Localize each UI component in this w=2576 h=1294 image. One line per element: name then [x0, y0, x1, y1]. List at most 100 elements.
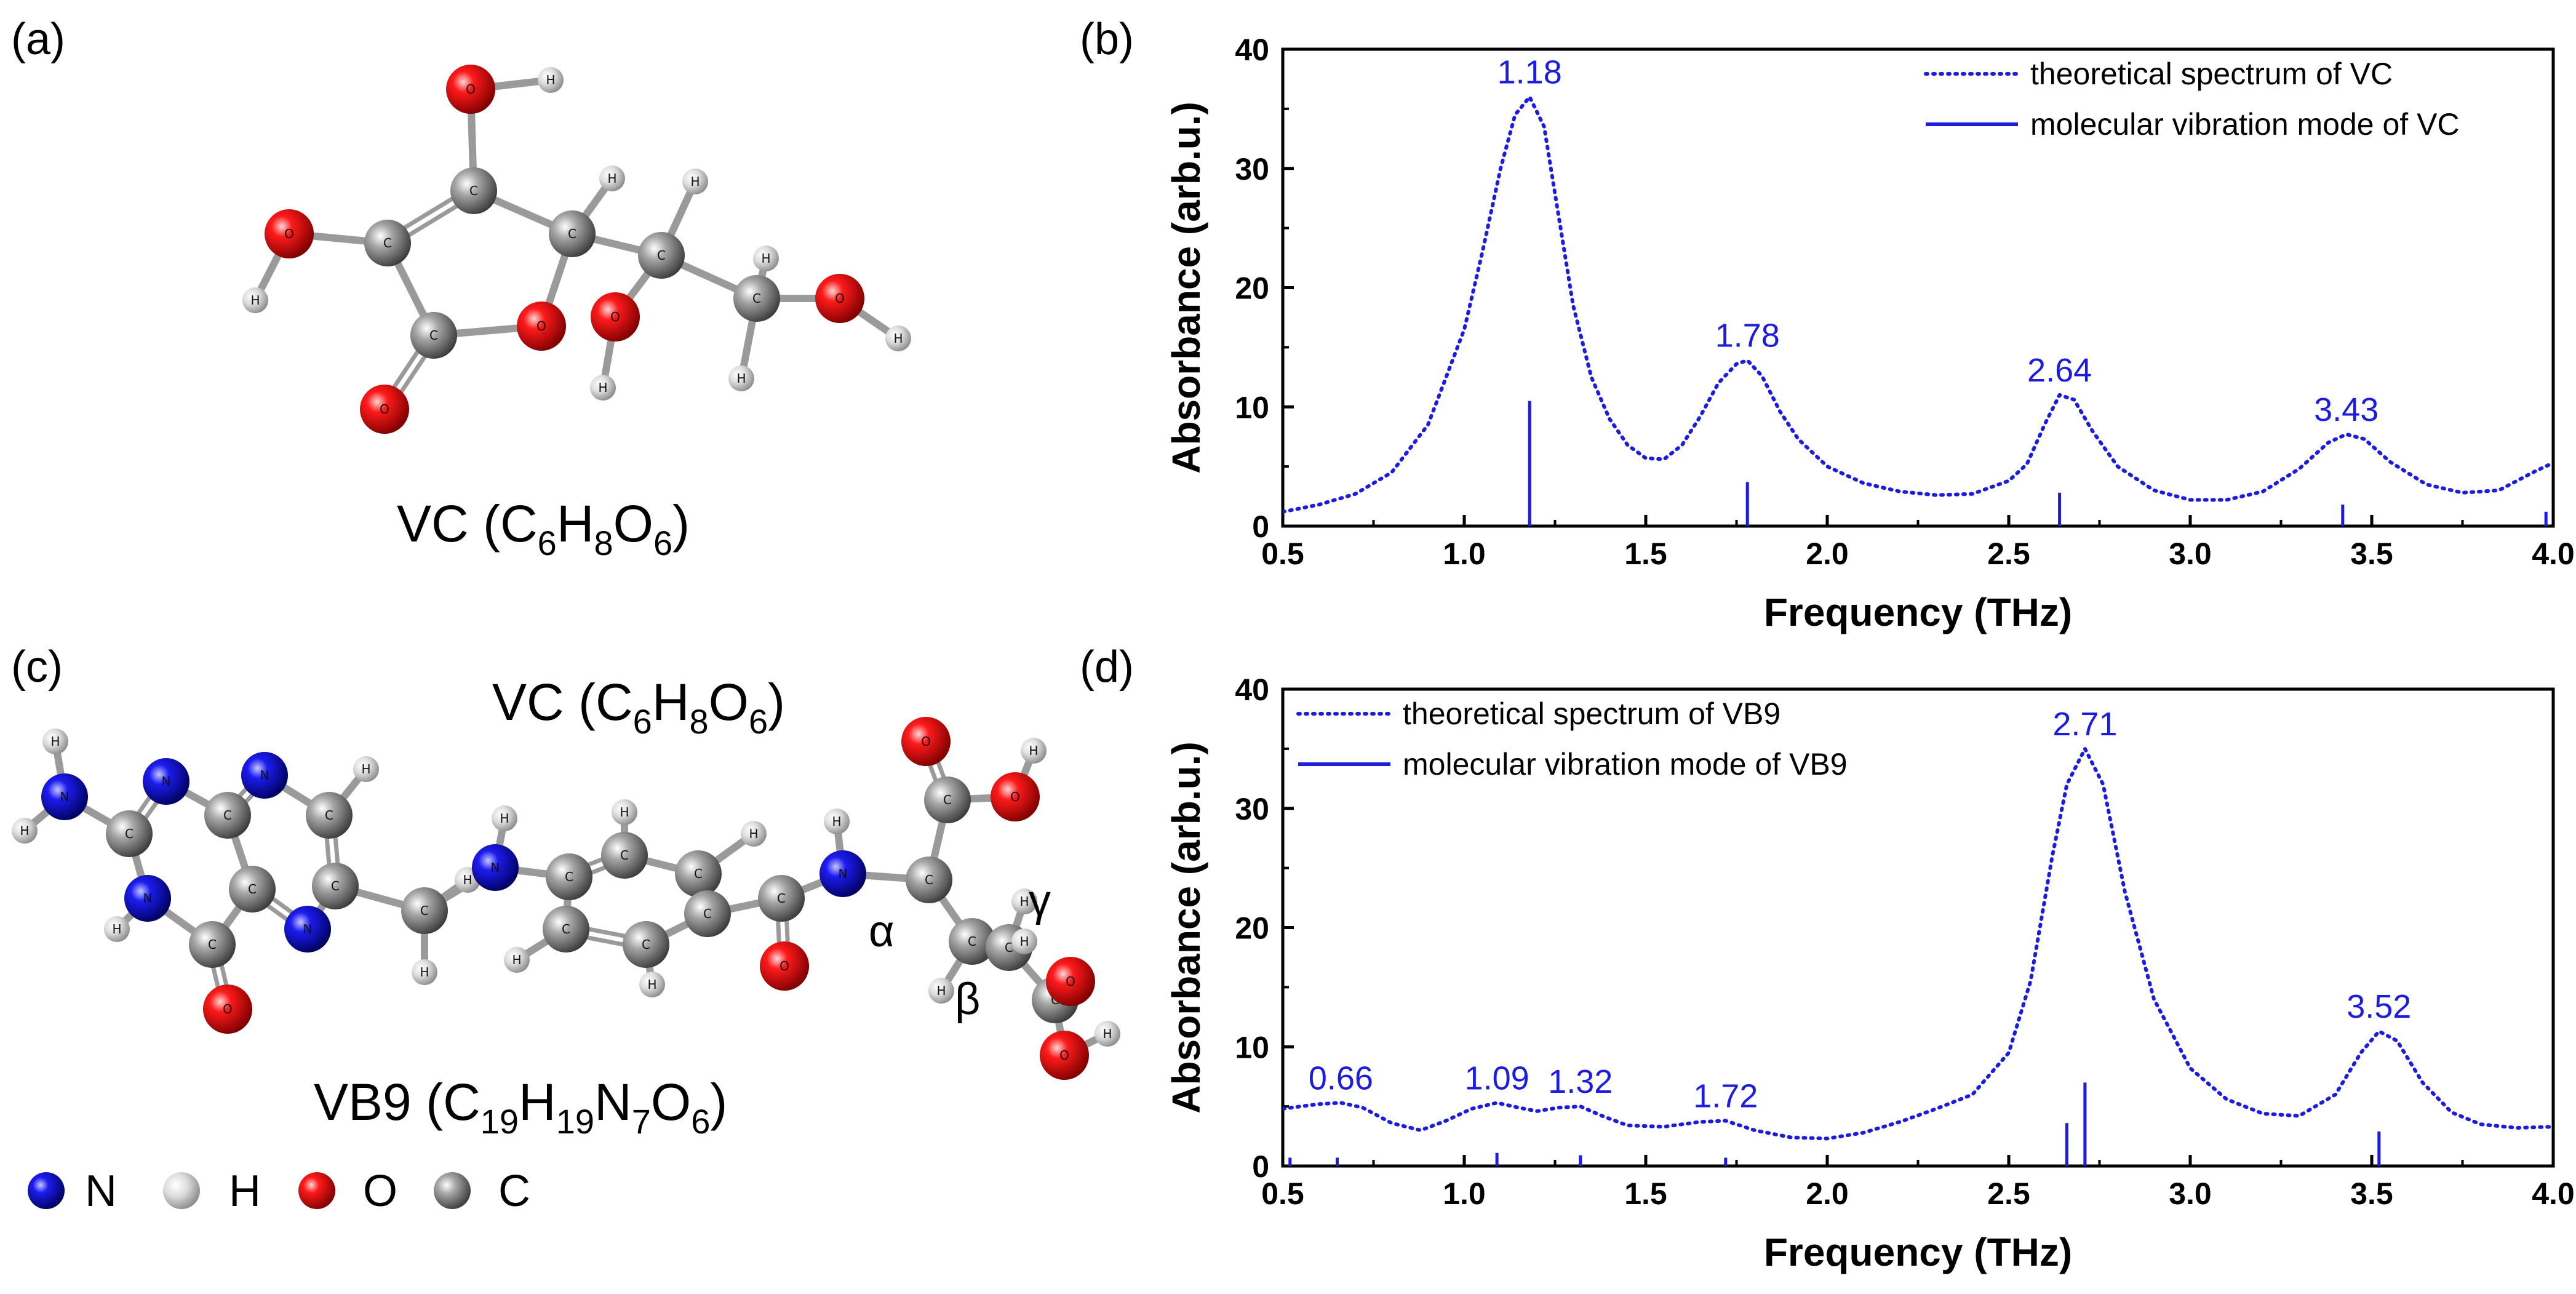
vb9-chart-theoretical-spectrum-line — [1283, 746, 2553, 1141]
panel-label-d: (d) — [1080, 642, 1134, 692]
vb9-nitrogen-atom — [284, 906, 331, 953]
vb9-atom-letter: O — [780, 959, 789, 973]
vc-atom-letter: C — [657, 248, 666, 263]
vb9-carbon-atom — [546, 853, 592, 900]
vb9-chart-x-tick-label: 3.0 — [2169, 1176, 2212, 1211]
vc-oxygen-atom — [517, 302, 566, 351]
vb9-carbon-atom — [675, 850, 722, 897]
vb9-atom-letter: C — [208, 937, 217, 952]
vb9-atom-letter: C — [223, 808, 232, 823]
vc-chart-x-axis-title: Frequency (THz) — [1764, 590, 2072, 634]
vc-chart-peak-label: 1.78 — [1715, 318, 1780, 354]
vb9-chart-peak-label: 0.66 — [1309, 1060, 1373, 1096]
vb9-spectrum-chart: 0.5 1.0 1.5 2.0 2.5 3.0 3.5 4.0 0 10 20 30 40 Frequen… — [1164, 673, 2575, 1274]
vc-atom-letter: C — [469, 183, 478, 198]
vc-chart-x-tick-label: 4.0 — [2532, 537, 2575, 571]
vb9-chart-x-tick-label: 3.5 — [2350, 1176, 2393, 1211]
vb9-nitrogen-atom — [472, 844, 519, 891]
vc-carbon-atom — [549, 210, 596, 257]
carbon-legend-label: C — [498, 1167, 530, 1216]
hydrogen-atom-swatch — [163, 1172, 200, 1209]
vc-atom-letter: H — [598, 380, 607, 395]
vc-atom-letter: C — [568, 226, 576, 241]
vc-oxygen-atom — [591, 292, 640, 341]
vc-atom-letter: H — [250, 293, 260, 308]
vb9-chart-x-tick-label: 2.5 — [1987, 1176, 2030, 1211]
vb9-atom-letter: C — [694, 866, 703, 881]
gamma-carbon-label: γ — [1029, 876, 1051, 925]
vb9-atom-letter: C — [331, 879, 340, 893]
vc-atom-letter: H — [546, 73, 555, 87]
vb9-atom-letter: H — [420, 965, 429, 980]
vb9-hydrogen-atom — [741, 821, 767, 847]
vb9-atom-letter: H — [936, 983, 946, 998]
vb9-atom-letter: H — [1019, 894, 1029, 909]
vb9-atom-letter: H — [832, 814, 841, 829]
vc-oxygen-atom — [815, 274, 864, 323]
vb9-hydrogen-atom — [639, 972, 665, 997]
vb9-atom-letter: H — [647, 977, 656, 992]
vb9-atom-letter: C — [562, 922, 570, 937]
vb9-carbon-atom — [601, 832, 648, 879]
vc-hydrogen-atom — [599, 166, 625, 191]
vb9-hydrogen-atom — [612, 799, 637, 825]
vc-atom-letter: O — [466, 82, 476, 97]
vc-chart-x-tick-label: 2.0 — [1806, 537, 1849, 571]
vc-chart-peak-label: 3.43 — [2314, 391, 2379, 428]
panel-label-a: (a) — [11, 15, 65, 64]
vc-chart-y-tick-label: 40 — [1235, 33, 1269, 67]
vb9-nitrogen-atom — [41, 773, 88, 820]
vb9-nitrogen-atom — [124, 875, 171, 922]
vc-carbon-atom — [450, 167, 497, 214]
vb9-atom-letter: H — [512, 953, 521, 967]
vc-hydrogen-atom — [538, 67, 564, 93]
vb9-hydrogen-atom — [1011, 889, 1037, 914]
vb9-atom-letter: C — [248, 882, 257, 897]
vb9-atom-letter: H — [1103, 1026, 1112, 1041]
atom-color-legend: N H O C — [28, 1167, 530, 1216]
vb9-atom-letter: N — [60, 789, 70, 804]
vc-atom-letter: O — [536, 319, 546, 333]
vb9-carbon-atom — [684, 890, 731, 937]
vb9-carbon-atom — [758, 875, 805, 922]
vc-chart-peak-label: 2.64 — [2027, 352, 2092, 389]
vc-carbon-atom — [364, 220, 411, 266]
hydrogen-legend-label: H — [229, 1167, 261, 1216]
vb9-atom-letter: C — [420, 903, 429, 918]
vb9-hydrogen-atom — [928, 978, 954, 1004]
oxygen-legend-label: O — [363, 1167, 397, 1216]
vb9-chart-legend-spectrum-label: theoretical spectrum of VB9 — [1403, 697, 1780, 731]
vc-hydrogen-atom — [682, 169, 708, 194]
vc-atom-letter: O — [284, 226, 294, 241]
vc-chart-y-tick-label: 20 — [1235, 271, 1269, 306]
panel-label-b: (b) — [1080, 15, 1134, 64]
vb9-oxygen-atom — [760, 941, 809, 991]
vc-atom-letter: O — [835, 291, 845, 306]
vc-oxygen-atom — [446, 65, 495, 114]
vb9-formula-caption: VB9 (C19H19N7O6) — [314, 1073, 727, 1141]
vb9-oxygen-atom — [991, 772, 1040, 821]
vb9-molecule-model: NHH CNCNCHCNCCONHCHHNHCCHCHCCHCHCONHCCOOH… — [12, 717, 1120, 1080]
vb9-carbon-atom — [623, 921, 669, 968]
vb9-atom-letter: O — [223, 1002, 233, 1016]
vb9-atom-letter: O — [1010, 789, 1020, 804]
vc-chart-y-axis-title: Absorbance (arb.u.) — [1164, 102, 1208, 474]
vc-carbon-atom — [638, 232, 685, 279]
vb9-chart-peak-label: 3.52 — [2347, 988, 2411, 1025]
vb9-atom-letter: H — [20, 823, 29, 838]
vb9-carbon-atom — [949, 918, 995, 965]
vb9-atom-letter: H — [749, 826, 758, 841]
vc-hydrogen-atom — [885, 325, 911, 351]
vb9-atom-letter: O — [921, 734, 931, 749]
vb9-hydrogen-atom — [504, 947, 530, 973]
vb9-hydrogen-atom — [1095, 1021, 1120, 1047]
vc-carbon-atom — [410, 312, 457, 359]
vb9-chart-x-tick-label: 4.0 — [2532, 1176, 2575, 1211]
vc-chart-x-tick-label: 3.5 — [2350, 537, 2393, 571]
vb9-chart-y-tick-label: 10 — [1235, 1030, 1269, 1064]
vc-atom-letter: C — [752, 291, 761, 306]
vb9-chart-y-tick-label: 20 — [1235, 911, 1269, 946]
vb9-carbon-atom — [543, 906, 589, 953]
alpha-carbon-label: α — [869, 907, 895, 956]
